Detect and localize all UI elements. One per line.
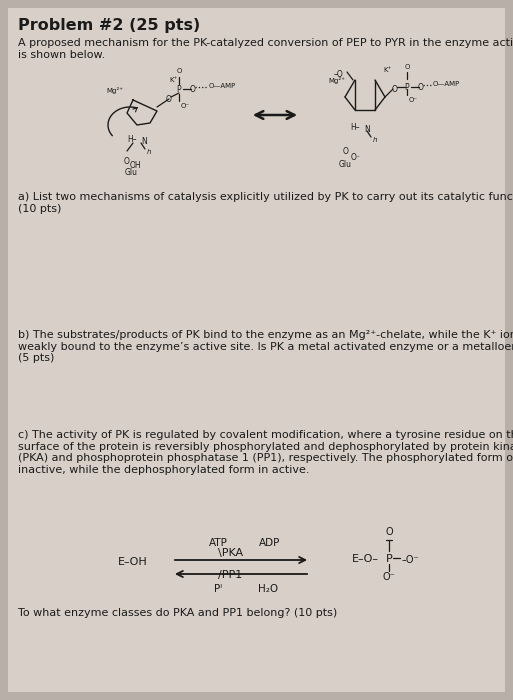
Text: O⁻: O⁻ xyxy=(181,103,190,109)
Text: H–: H– xyxy=(127,135,137,144)
Text: Mg²⁺: Mg²⁺ xyxy=(107,87,124,94)
Text: O: O xyxy=(392,85,398,94)
Text: \PKA: \PKA xyxy=(218,548,243,558)
Text: O⁻: O⁻ xyxy=(351,153,361,162)
Text: N: N xyxy=(364,125,370,134)
Text: O: O xyxy=(385,527,393,537)
Text: /PP1: /PP1 xyxy=(218,570,242,580)
Text: A proposed mechanism for the PK-catalyzed conversion of PEP to PYR in the enzyme: A proposed mechanism for the PK-catalyze… xyxy=(18,38,513,48)
Text: –O⁻: –O⁻ xyxy=(402,555,420,565)
Text: Pᴵ: Pᴵ xyxy=(214,584,222,594)
Text: O: O xyxy=(166,95,172,104)
Text: is shown below.: is shown below. xyxy=(18,50,105,60)
Text: O: O xyxy=(176,68,182,74)
Text: Mg²⁺: Mg²⁺ xyxy=(328,77,345,84)
Text: O: O xyxy=(190,85,196,94)
Text: Glu: Glu xyxy=(339,160,351,169)
Text: b) The substrates/products of PK bind to the enzyme as an Mg²⁺-chelate, while th: b) The substrates/products of PK bind to… xyxy=(18,330,513,363)
Text: Glu: Glu xyxy=(125,168,137,177)
Text: O⁻: O⁻ xyxy=(383,572,396,582)
Text: OH: OH xyxy=(129,161,141,170)
Text: h: h xyxy=(147,149,151,155)
Text: c) The activity of PK is regulated by covalent modification, where a tyrosine re: c) The activity of PK is regulated by co… xyxy=(18,430,513,475)
Text: P: P xyxy=(405,83,409,92)
Text: O⁻: O⁻ xyxy=(409,97,418,103)
Text: K⁺: K⁺ xyxy=(383,67,391,73)
Text: ATP: ATP xyxy=(209,538,227,548)
Text: P: P xyxy=(176,85,181,94)
Text: O: O xyxy=(124,157,130,166)
Text: O: O xyxy=(343,147,349,156)
Text: K⁺: K⁺ xyxy=(169,77,177,83)
Text: –O: –O xyxy=(333,70,343,79)
Text: E–OH: E–OH xyxy=(119,557,148,567)
Text: P: P xyxy=(386,554,392,564)
Text: ADP: ADP xyxy=(259,538,281,548)
Text: O: O xyxy=(404,64,410,70)
Text: To what enzyme classes do PKA and PP1 belong? (10 pts): To what enzyme classes do PKA and PP1 be… xyxy=(18,608,337,618)
Text: H–: H– xyxy=(350,123,360,132)
Text: Problem #2 (25 pts): Problem #2 (25 pts) xyxy=(18,18,200,33)
Text: H₂O: H₂O xyxy=(258,584,278,594)
Text: N: N xyxy=(141,137,147,146)
Text: a) List two mechanisms of catalysis explicitly utilized by PK to carry out its c: a) List two mechanisms of catalysis expl… xyxy=(18,192,513,214)
Text: h: h xyxy=(373,137,378,143)
Text: O: O xyxy=(418,83,424,92)
Text: E–O–: E–O– xyxy=(352,554,379,564)
Text: O—AMP: O—AMP xyxy=(209,83,236,89)
Text: O—AMP: O—AMP xyxy=(433,81,460,87)
